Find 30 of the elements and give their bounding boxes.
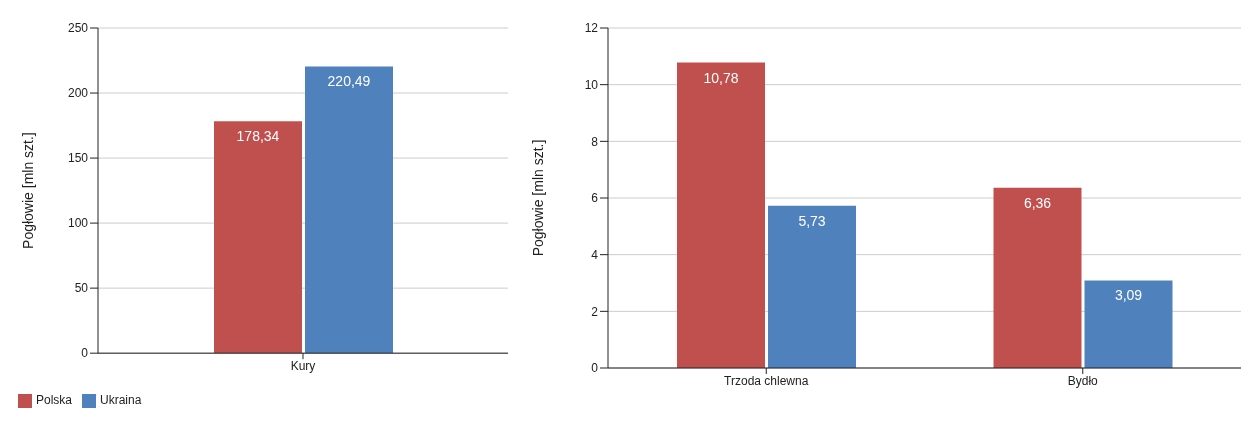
y-tick-label: 6	[591, 191, 599, 206]
y-tick-label: 4	[591, 247, 599, 262]
bar	[768, 205, 856, 368]
bar	[1084, 280, 1173, 368]
y-tick-label: 12	[584, 21, 599, 36]
x-tick-label: Kury	[290, 358, 316, 373]
y-tick-label: 8	[591, 134, 599, 149]
y-tick-label: 2	[591, 304, 599, 319]
data-label: 5,73	[798, 212, 826, 229]
y-tick-label: 200	[67, 86, 89, 101]
y-tick-label: 150	[67, 151, 89, 166]
data-label: 3,09	[1114, 287, 1143, 304]
y-tick-label: 0	[81, 346, 89, 361]
y-tick-label: 250	[67, 21, 89, 36]
data-label: 6,36	[1023, 194, 1052, 211]
data-label: 10,78	[703, 69, 739, 86]
y-tick-label: 100	[67, 216, 89, 231]
legend-label: Polska	[36, 393, 73, 408]
bar	[993, 187, 1082, 368]
x-tick-label: Trzoda chlewna	[724, 373, 809, 388]
data-label: 220,49	[327, 73, 371, 90]
y-tick-label: 0	[591, 361, 599, 376]
y-axis-title: Pogłowie [mln szt.]	[19, 132, 36, 249]
bar	[677, 62, 765, 368]
y-tick-label: 50	[74, 281, 89, 296]
y-axis-title: Pogłowie [mln szt.]	[529, 139, 546, 257]
y-tick-label: 10	[584, 77, 599, 92]
legend-label: Ukraina	[100, 393, 142, 408]
data-label: 178,34	[236, 128, 280, 145]
x-tick-label: Bydło	[1067, 373, 1099, 388]
